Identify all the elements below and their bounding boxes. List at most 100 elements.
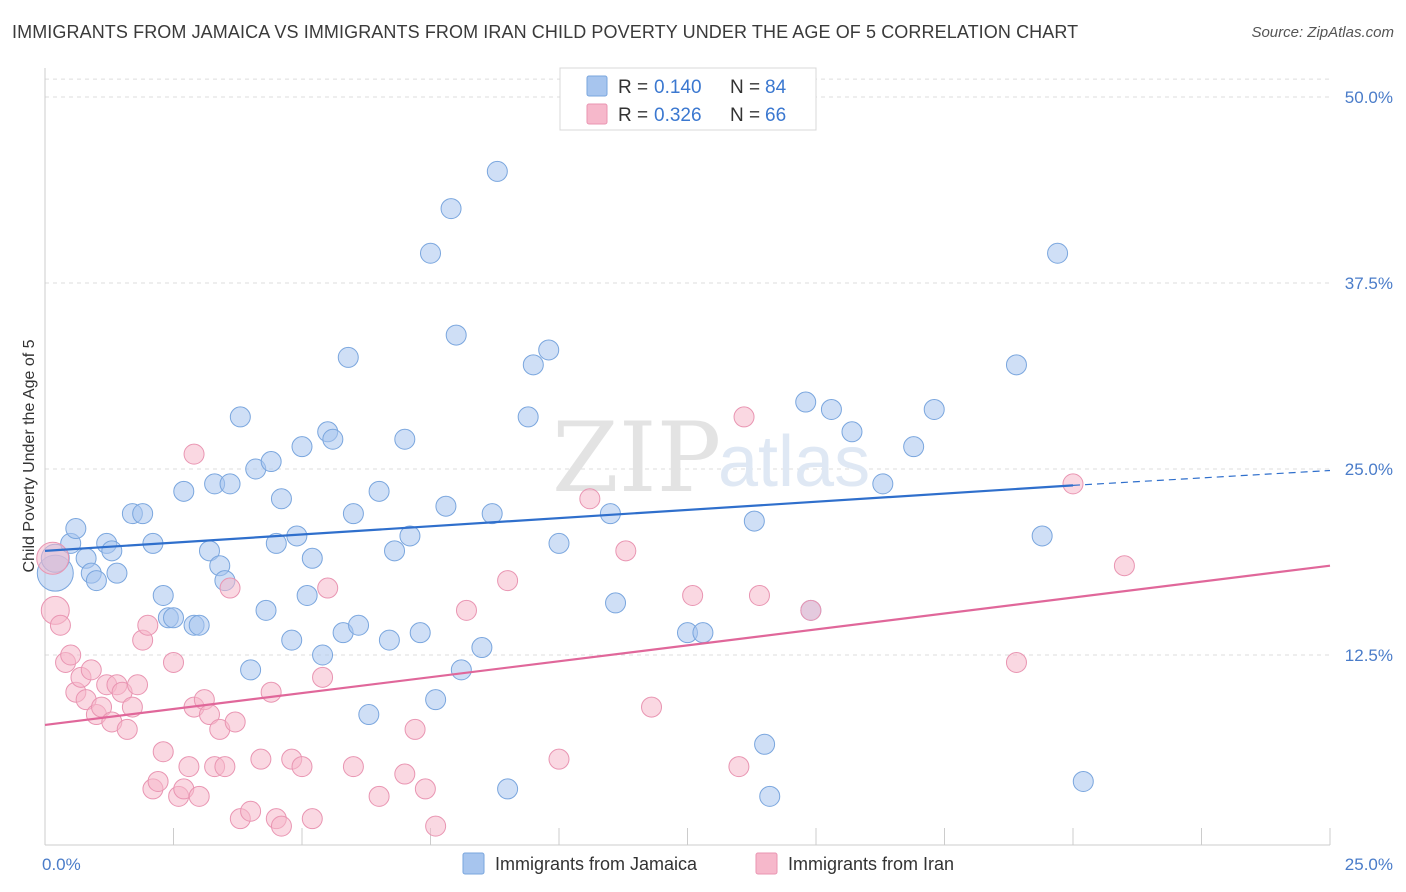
jamaica-point [322,428,344,450]
legend-n-label-jamaica: N = [730,77,760,98]
iran-point [548,748,570,770]
iran-point [49,614,71,636]
jamaica-point [1005,354,1027,376]
jamaica-point [1031,525,1053,547]
jamaica-point [163,607,184,629]
jamaica-point [101,540,123,562]
bottom-legend: Immigrants from Jamaica Immigrants from … [462,852,954,875]
source-label: Source: ZipAtlas.com [1251,24,1394,41]
jamaica-point [281,629,303,651]
jamaica-point [903,436,925,458]
jamaica-point [152,584,174,606]
jamaica-point [445,324,467,346]
iran-point [579,488,601,510]
iran-point [250,748,272,770]
jamaica-point [481,503,503,525]
iran-point [342,756,364,778]
jamaica-point [522,354,544,376]
iran-point [178,756,200,778]
bottom-legend-label-iran: Immigrants from Iran [788,854,954,874]
jamaica-point [743,510,765,532]
iran-point [317,577,339,599]
legend-n-value-jamaica: 84 [765,77,787,98]
jamaica-point [229,406,251,428]
jamaica-point [754,733,776,755]
iran-point [116,718,138,740]
iran-point [240,800,262,822]
jamaica-point [497,778,519,800]
jamaica-point [312,644,334,666]
jamaica-point [872,473,894,495]
legend: R = 0.140 N = 84 R = 0.326 N = 66 [559,67,817,131]
iran-point [455,599,477,621]
iran-point [183,443,205,465]
legend-r-label-jamaica: R = [618,77,648,98]
jamaica-point [759,785,781,807]
jamaica-point [795,391,817,413]
y-axis-label: Child Poverty Under the Age of 5 [21,339,38,572]
jamaica-point [384,540,406,562]
iran-point [127,674,149,696]
jamaica-point [841,421,863,443]
legend-r-value-jamaica: 0.140 [654,77,702,98]
jamaica-point [219,473,241,495]
jamaica-point [255,599,277,621]
y-tick-label: 12.5% [1345,646,1393,665]
iran-trend-line [44,564,1331,727]
legend-n-label-iran: N = [730,105,760,126]
x-tick-label: 25.0% [1345,855,1393,874]
legend-n-value-iran: 66 [765,105,786,126]
jamaica-point [923,398,945,420]
jamaica-point [188,614,210,636]
iran-point [152,741,174,763]
bottom-legend-swatch-iran [755,852,778,875]
legend-r-label-iran: R = [618,105,648,126]
jamaica-point [65,518,87,540]
jamaica-point [486,160,508,182]
iran-point [748,584,770,606]
jamaica-point [358,704,380,726]
jamaica-point [471,637,493,659]
y-tick-label: 37.5% [1345,274,1393,293]
jamaica-point [538,339,560,361]
iran-point [224,711,246,733]
jamaica-point [301,547,323,569]
iran-point [301,808,323,830]
jamaica-point [291,436,313,458]
legend-swatch-iran [586,103,608,125]
jamaica-point [605,592,627,614]
jamaica-point [692,622,714,644]
iran-point [214,756,236,778]
iran-point [682,584,704,606]
jamaica-point [342,503,364,525]
jamaica-point [265,532,287,554]
iran-point [188,785,210,807]
iran-point [260,681,282,703]
iran-point [414,778,436,800]
jamaica-point [399,525,421,547]
gridlines [45,78,1330,656]
jamaica-point [132,503,154,525]
bottom-legend-label-jamaica: Immigrants from Jamaica [495,854,698,874]
jamaica-trend-extension [1072,469,1331,486]
iran-point [163,651,184,673]
watermark-zip: ZIP [552,402,721,514]
jamaica-point [420,242,441,264]
iran-point [36,541,70,575]
iran-point [733,406,755,428]
jamaica-point [173,480,195,502]
jamaica-point [368,480,390,502]
jamaica-trend-line [44,484,1074,552]
iran-point [404,718,426,740]
jamaica-point [270,488,292,510]
jamaica-point [1072,770,1094,792]
y-tick-label: 25.0% [1345,460,1393,479]
iran-point [1062,473,1084,495]
iran-point [1113,555,1135,577]
jamaica-point [85,570,107,592]
jamaica-point [820,398,842,420]
iran-point [270,815,292,837]
iran-point [615,540,637,562]
iran-point [800,599,822,621]
